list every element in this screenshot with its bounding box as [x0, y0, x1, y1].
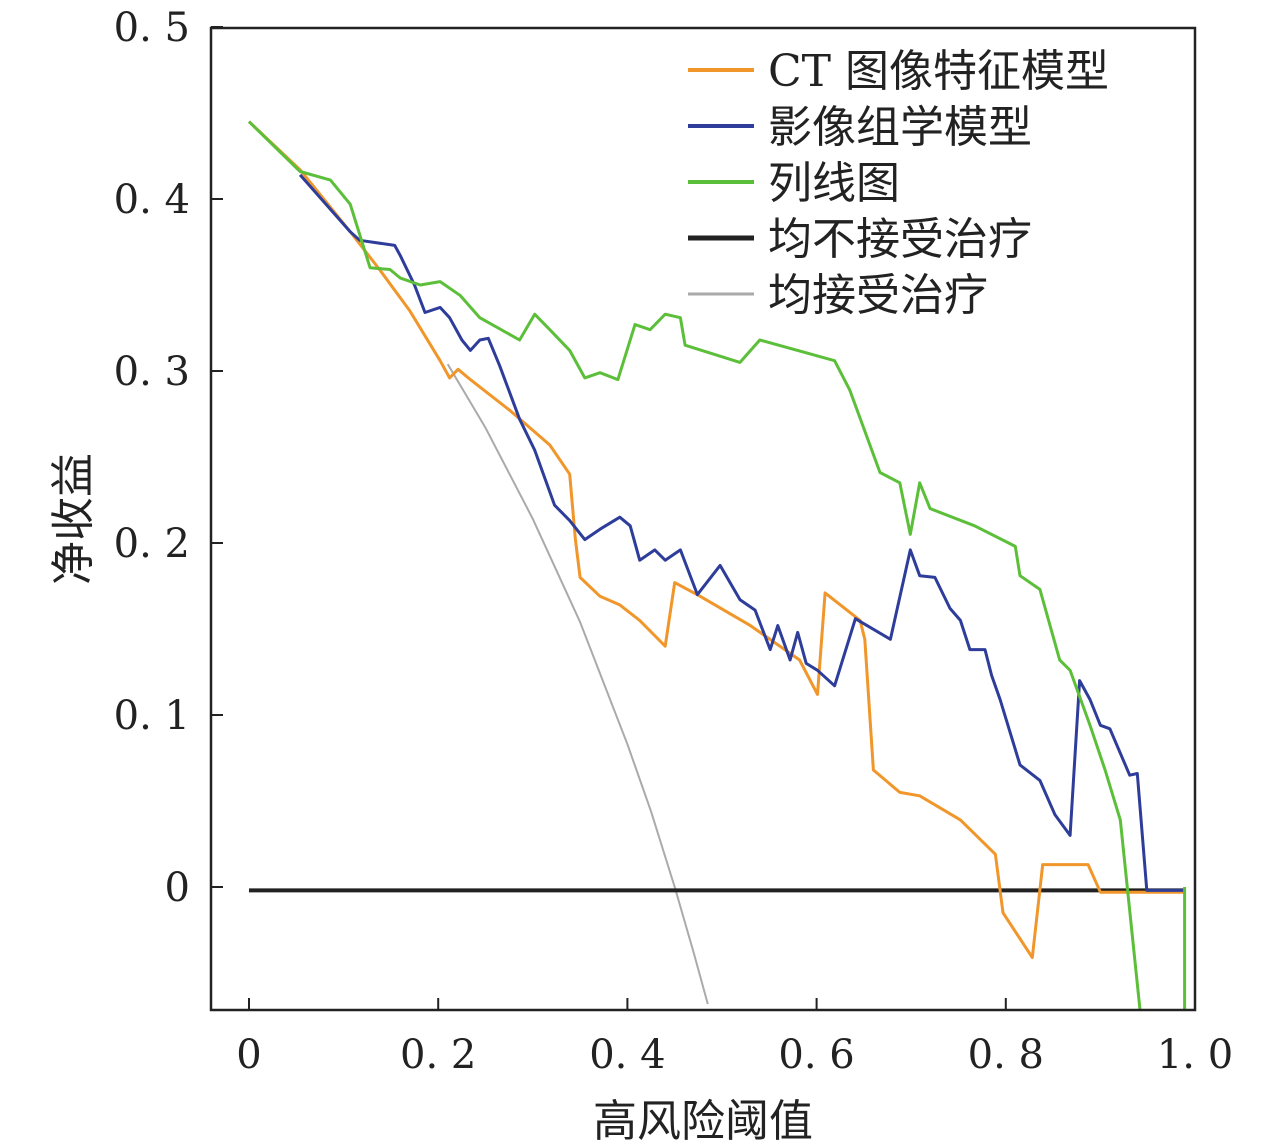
legend-label: 均不接受治疗	[768, 214, 1032, 265]
y-tick-label: 0. 3	[114, 349, 190, 395]
x-axis-label: 高风险阈值	[593, 1096, 813, 1144]
x-tick-label: 0. 8	[968, 1032, 1044, 1078]
x-tick-label: 0	[236, 1032, 261, 1078]
legend-item: 均接受治疗	[688, 270, 988, 321]
x-tick-label: 1. 0	[1157, 1032, 1233, 1078]
plot-frame	[209, 26, 1197, 1012]
legend-item: 均不接受治疗	[688, 214, 1032, 265]
y-tick-label: 0. 1	[114, 693, 190, 739]
legend-item: CT 图像特征模型	[688, 46, 1109, 97]
y-tick-label: 0. 4	[114, 177, 190, 223]
series-line-4	[446, 363, 709, 1005]
y-tick-label: 0	[165, 865, 190, 911]
series-line-2	[247, 120, 1187, 1010]
legend-label: 列线图	[768, 158, 900, 209]
series-line-0	[247, 120, 1185, 959]
y-tick-label: 0. 2	[114, 521, 190, 567]
legend-item: 列线图	[688, 158, 900, 209]
series-line-1	[298, 173, 1185, 892]
x-tick-label: 0. 2	[400, 1032, 476, 1078]
x-tick-label: 0. 4	[589, 1032, 665, 1078]
x-tick-label: 0. 6	[778, 1032, 854, 1078]
series-layer	[247, 120, 1187, 1010]
legend-label: 影像组学模型	[768, 102, 1032, 153]
ticks-layer: 0 0. 2 0. 4 0. 6 0. 8 1. 0 0 0. 1 0. 2 0. 3 0. 4 0.…	[114, 5, 1233, 1078]
y-tick-label: 0. 5	[114, 5, 190, 51]
legend-item: 影像组学模型	[688, 102, 1032, 153]
legend-label: CT 图像特征模型	[768, 46, 1109, 97]
legend-label: 均接受治疗	[768, 270, 988, 321]
y-axis-label: 净收益	[48, 453, 99, 585]
